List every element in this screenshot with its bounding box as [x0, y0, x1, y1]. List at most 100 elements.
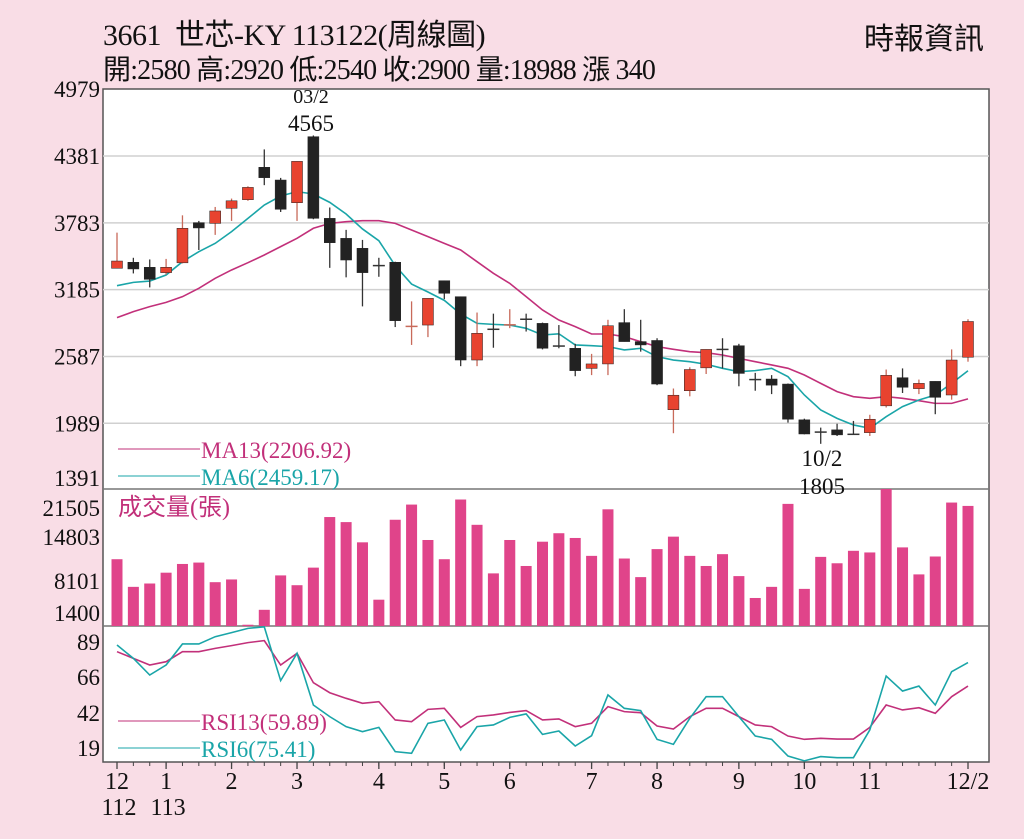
candle-down — [438, 280, 451, 294]
volume-bar — [144, 583, 156, 626]
source-label: 時報資訊 — [864, 23, 984, 56]
ohlc-summary: 開:2580 高:2920 低:2540 收:2900 量:18988 漲 34… — [103, 55, 656, 86]
month-label: 7 — [586, 769, 598, 795]
month-label: 12/2 — [947, 769, 990, 795]
rsi6-legend: RSI6(75.41) — [201, 737, 315, 762]
candle-down — [929, 381, 942, 398]
low-annotation-date: 10/2 — [802, 446, 843, 471]
volume-bar — [651, 549, 663, 626]
volume-bar — [897, 547, 909, 626]
candle-up — [684, 369, 696, 391]
candle-up — [913, 383, 925, 389]
volume-bar — [766, 586, 778, 626]
volume-bar — [831, 563, 843, 626]
candle-down — [618, 322, 631, 342]
candle-down — [782, 383, 794, 420]
candle-up — [291, 161, 303, 203]
ma13-line — [116, 219, 969, 405]
volume-bar — [798, 588, 810, 626]
volume-bar — [226, 579, 238, 626]
volume-tick-label: 14803 — [43, 525, 101, 550]
volume-bar — [373, 599, 385, 626]
volume-bar — [749, 597, 761, 626]
volume-bar — [717, 554, 729, 626]
candle-up — [111, 260, 123, 269]
candle-up — [864, 418, 876, 433]
volume-bar — [422, 539, 434, 626]
volume-bar — [569, 537, 581, 626]
candle-down — [569, 348, 581, 371]
candle-down — [896, 377, 909, 388]
volume-bar — [586, 555, 598, 626]
month-label: 9 — [733, 769, 745, 795]
high-annotation-value: 4565 — [288, 111, 334, 136]
volume-tick-label: 8101 — [54, 569, 100, 594]
candle-down — [798, 419, 811, 435]
candle-down — [634, 341, 647, 346]
month-label: 5 — [438, 769, 450, 795]
candle-down — [324, 218, 336, 243]
price-tick-label: 4979 — [54, 77, 100, 102]
rsi6-line — [116, 626, 969, 762]
volume-bar — [667, 536, 679, 626]
month-label: 1 — [160, 769, 172, 795]
volume-bar — [880, 489, 892, 626]
volume-bar — [537, 541, 548, 626]
volume-bar — [471, 524, 483, 626]
candle-down — [340, 238, 352, 261]
candle-down — [831, 429, 843, 436]
candle-up — [242, 187, 254, 200]
volume-bar — [929, 556, 941, 626]
price-tick-label: 4381 — [54, 144, 100, 169]
volume-bar — [504, 539, 516, 626]
volume-bar — [553, 533, 565, 626]
candle-down — [733, 345, 745, 374]
volume-bar — [160, 572, 172, 626]
candle-up — [471, 333, 483, 361]
volume-bar — [242, 624, 254, 626]
price-tick-label: 1391 — [54, 466, 100, 491]
volume-label: 成交量(張) — [118, 494, 230, 521]
candle-down — [258, 167, 271, 178]
volume-bar — [340, 522, 352, 626]
volume-bar — [602, 509, 614, 626]
volume-bar — [111, 559, 123, 626]
ma6-legend: MA6(2459.17) — [201, 465, 340, 490]
volume-bar — [406, 504, 418, 626]
candle-down — [127, 262, 140, 270]
volume-bar — [700, 565, 712, 626]
volume-bar — [356, 542, 368, 626]
volume-bar — [389, 519, 401, 626]
chart-title: 3661 世芯-KY 113122(周線圖) — [103, 19, 486, 52]
candle-down — [193, 222, 205, 229]
volume-bar — [815, 556, 827, 626]
volume-bar — [520, 565, 532, 626]
candle-down — [651, 340, 663, 385]
candle-up — [700, 349, 712, 369]
volume-bar — [438, 559, 450, 626]
volume-bar — [307, 567, 319, 626]
candle-down — [274, 179, 287, 210]
month-label: 6 — [504, 769, 516, 795]
candle-down — [356, 248, 369, 273]
candle-down — [454, 296, 467, 361]
month-label: 11 — [858, 769, 881, 795]
candle-down — [389, 262, 401, 321]
volume-bar — [864, 552, 876, 626]
rsi-tick-label: 66 — [77, 665, 100, 690]
volume-bar — [193, 562, 205, 626]
price-tick-label: 1989 — [54, 411, 100, 436]
volume-bar — [127, 586, 139, 626]
candle-down — [307, 136, 320, 219]
candle-up — [602, 325, 614, 365]
volume-bar — [455, 499, 467, 626]
volume-bar — [258, 609, 270, 626]
candle-up — [585, 363, 598, 369]
volume-tick-label: 1400 — [54, 601, 100, 626]
price-tick-label: 2587 — [54, 344, 100, 369]
volume-bar — [291, 585, 303, 626]
candle-up — [880, 375, 892, 407]
candle-up — [225, 200, 238, 209]
rsi13-line — [116, 639, 969, 741]
